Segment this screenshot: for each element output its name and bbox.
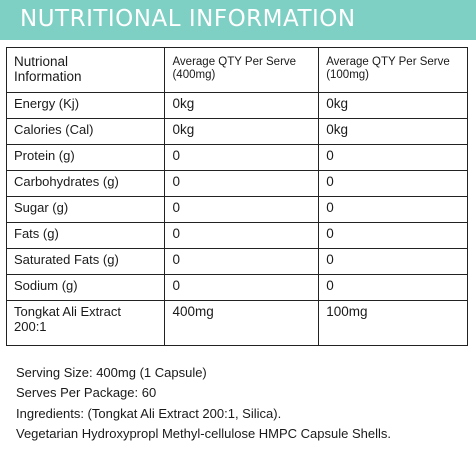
header-line: (100mg) [326, 69, 370, 81]
nutrient-value: 0 [164, 222, 320, 249]
nutrient-value: 0 [164, 274, 320, 301]
cell-text: 400mg [172, 304, 214, 319]
nutrient-value: 0 [318, 248, 468, 275]
footer-notes: Serving Size: 400mg (1 Capsule) Serves P… [16, 363, 468, 444]
nutrition-table: Nutrional Information Average QTY Per Se… [5, 47, 468, 346]
cell-text: Fats (g) [14, 226, 59, 241]
nutrient-value: 0 [318, 274, 468, 301]
cell-text: 0 [326, 252, 334, 267]
nutrient-name: Sugar (g) [5, 196, 166, 223]
nutrient-name: Protein (g) [5, 144, 166, 171]
ingredients: Ingredients: (Tongkat Ali Extract 200:1,… [16, 405, 282, 421]
cell-text: 0kg [172, 122, 195, 137]
header-line: Average QTY Per Serve [172, 56, 297, 68]
nutrient-value: 0 [318, 196, 468, 223]
cell-text: 200:1 [14, 319, 47, 334]
cell-text: 0 [172, 278, 180, 293]
table-row: Tongkat Ali Extract 200:1 400mg 100mg [5, 300, 468, 346]
cell-text: Sugar (g) [14, 200, 69, 215]
nutrient-name: Saturated Fats (g) [5, 248, 166, 275]
nutrient-value: 0kg [318, 118, 468, 145]
cell-text: 0kg [172, 96, 195, 111]
table-row: Calories (Cal) 0kg 0kg [5, 118, 468, 145]
cell-text: 0kg [326, 96, 348, 111]
table-row: Fats (g) 0 0 [5, 222, 468, 249]
cell-text: 0 [172, 226, 180, 241]
nutrient-value: 0 [318, 170, 468, 197]
header-line: (400mg) [172, 69, 216, 81]
table-row: Sodium (g) 0 0 [5, 274, 468, 301]
cell-text: 100mg [326, 304, 368, 319]
header-line: Nutrional [14, 54, 69, 69]
table-row: Sugar (g) 0 0 [5, 196, 468, 223]
nutrient-value: 0 [318, 144, 468, 171]
cell-text: Tongkat Ali Extract [14, 304, 121, 319]
page-title: NUTRITIONAL INFORMATION [20, 6, 356, 32]
cell-text: Saturated Fats (g) [14, 252, 119, 267]
cell-text: 0 [172, 252, 180, 267]
serves-per-package: Serves Per Package: 60 [16, 385, 157, 401]
nutrient-value: 0 [318, 222, 468, 249]
nutrient-name: Fats (g) [5, 222, 166, 249]
table-row: Carbohydrates (g) 0 0 [5, 170, 468, 197]
column-header-100mg: Average QTY Per Serve (100mg) [318, 47, 468, 93]
table-row: Saturated Fats (g) 0 0 [5, 248, 468, 275]
column-header-nutrient: Nutrional Information [5, 47, 166, 93]
cell-text: 0 [326, 200, 334, 215]
title-banner: NUTRITIONAL INFORMATION [0, 0, 476, 40]
nutrient-value: 400mg [164, 300, 320, 346]
nutrient-name: Carbohydrates (g) [5, 170, 166, 197]
header-line: Average QTY Per Serve [326, 56, 450, 68]
nutrient-name: Tongkat Ali Extract 200:1 [5, 300, 166, 346]
cell-text: Protein (g) [14, 148, 75, 163]
cell-text: Carbohydrates (g) [14, 174, 119, 189]
cell-text: 0 [326, 174, 334, 189]
nutrient-value: 0 [164, 144, 320, 171]
nutrient-value: 100mg [318, 300, 468, 346]
cell-text: 0 [172, 148, 180, 163]
cell-text: 0 [172, 174, 180, 189]
nutrient-value: 0 [164, 248, 320, 275]
table-row: Energy (Kj) 0kg 0kg [5, 92, 468, 119]
cell-text: Sodium (g) [14, 278, 78, 293]
nutrient-value: 0 [164, 170, 320, 197]
cell-text: 0kg [326, 122, 348, 137]
table-header-row: Nutrional Information Average QTY Per Se… [5, 47, 468, 93]
nutrient-name: Energy (Kj) [5, 92, 166, 119]
nutrient-value: 0kg [164, 92, 320, 119]
nutrient-name: Calories (Cal) [5, 118, 166, 145]
nutrient-value: 0kg [318, 92, 468, 119]
nutrient-value: 0kg [164, 118, 320, 145]
nutrient-name: Sodium (g) [5, 274, 166, 301]
cell-text: Calories (Cal) [14, 122, 94, 137]
capsule-note: Vegetarian Hydroxypropl Methyl-cellulose… [16, 425, 392, 441]
column-header-400mg: Average QTY Per Serve (400mg) [164, 47, 320, 93]
cell-text: Energy (Kj) [14, 96, 80, 111]
cell-text: 0 [326, 278, 334, 293]
cell-text: 0 [172, 200, 180, 215]
serving-size: Serving Size: 400mg (1 Capsule) [16, 365, 207, 380]
nutrient-value: 0 [164, 196, 320, 223]
table-row: Protein (g) 0 0 [5, 144, 468, 171]
cell-text: 0 [326, 148, 334, 163]
cell-text: 0 [326, 226, 334, 241]
header-line: Information [14, 69, 82, 84]
